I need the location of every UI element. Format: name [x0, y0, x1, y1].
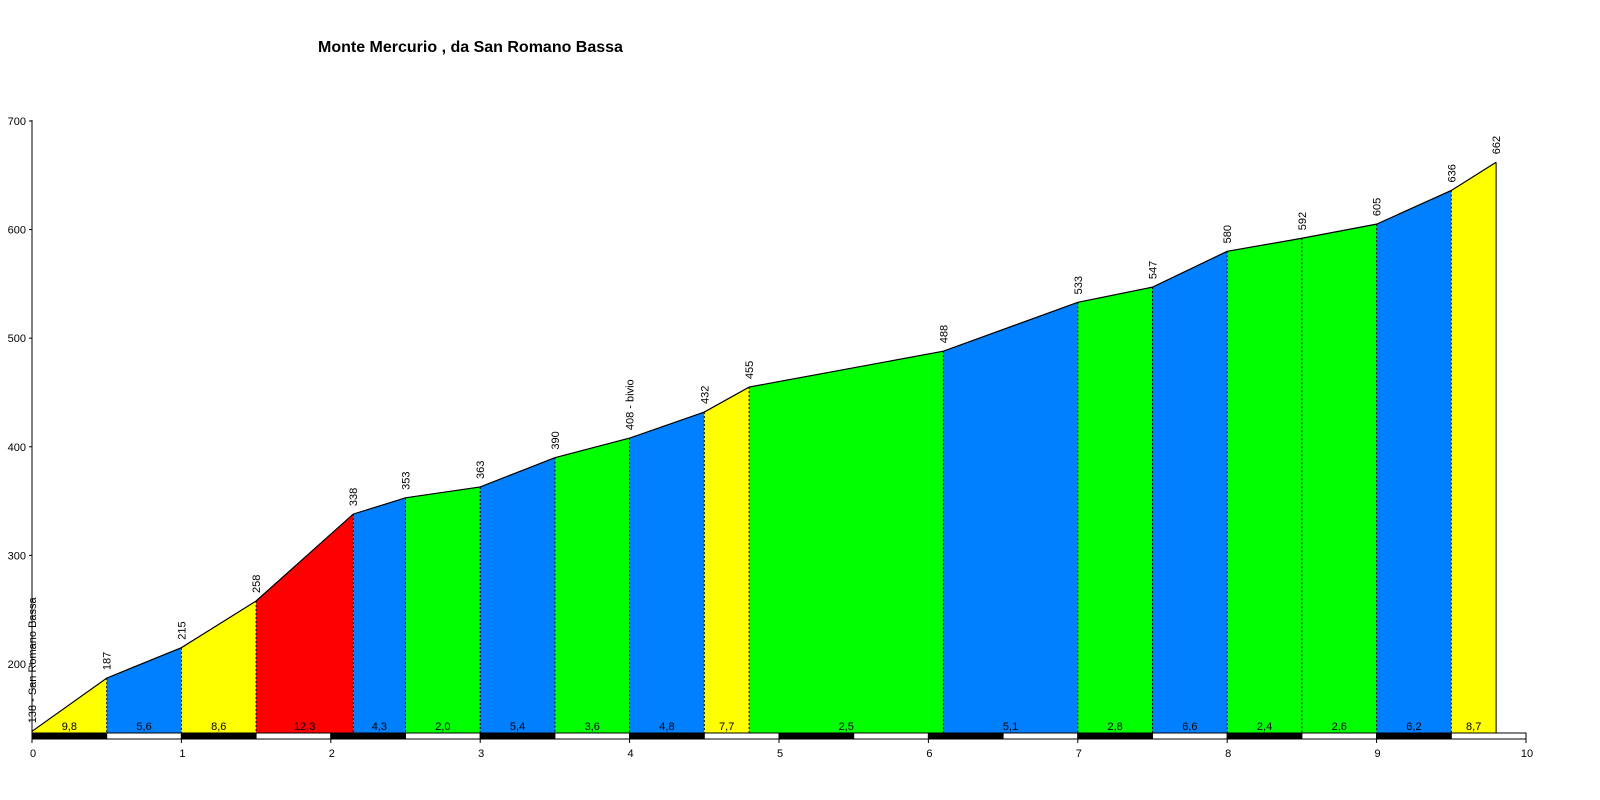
elevation-label: 187 — [102, 652, 114, 670]
km-scale-block — [405, 732, 481, 740]
elevation-label: 432 — [699, 386, 711, 404]
profile-line — [31, 161, 1497, 732]
profile-segment — [181, 600, 257, 738]
gradient-label: 5,4 — [510, 721, 525, 733]
x-tick-label: 5 — [777, 748, 783, 760]
gradient-label: 8,7 — [1466, 721, 1481, 733]
x-tick-label: 6 — [926, 748, 932, 760]
x-tick-label: 4 — [628, 748, 634, 760]
gradient-label: 2,4 — [1257, 721, 1272, 733]
gradient-label: 2,0 — [435, 721, 450, 733]
x-tick-label: 1 — [179, 748, 185, 760]
gradient-label: 9,8 — [62, 721, 77, 733]
x-tick-label: 2 — [329, 748, 335, 760]
km-scale-block — [1152, 732, 1228, 740]
gradient-label: 2,8 — [1108, 721, 1123, 733]
gradient-label: 3,6 — [585, 721, 600, 733]
elevation-label: 338 — [348, 488, 360, 506]
profile-segment — [629, 412, 705, 738]
gradient-label: 4,8 — [659, 721, 674, 733]
elevation-label: 390 — [550, 431, 562, 449]
profile-segment — [1227, 238, 1302, 738]
elevation-label: 605 — [1372, 198, 1384, 216]
y-tick-label: 700 — [8, 116, 26, 128]
profile-segment — [554, 438, 630, 738]
km-scale-block — [1002, 732, 1079, 740]
gradient-label: 6,6 — [1182, 721, 1197, 733]
y-tick-label: 200 — [8, 659, 26, 671]
y-tick-label: 400 — [8, 442, 26, 454]
gradient-label: 5,1 — [1003, 721, 1018, 733]
profile-segment — [943, 302, 1078, 738]
km-scale-block — [1376, 732, 1452, 740]
profile-segment — [106, 647, 182, 738]
profile-segment — [353, 497, 406, 738]
x-tick-label: 3 — [478, 748, 484, 760]
elevation-label: 408 - bivio — [625, 379, 637, 430]
chart-title: Monte Mercurio , da San Romano Bassa — [318, 39, 623, 56]
elevation-label: 258 — [251, 575, 263, 593]
km-scale-block — [106, 732, 182, 740]
km-scale-block — [180, 732, 257, 740]
gradient-label: 12,3 — [294, 721, 315, 733]
gradient-label: 6,2 — [1406, 721, 1421, 733]
km-scale-block — [629, 732, 705, 740]
y-tick-label: 300 — [8, 550, 26, 562]
profile-segment — [1077, 287, 1153, 738]
x-tick-label: 7 — [1076, 748, 1082, 760]
elevation-label: 662 — [1491, 136, 1503, 154]
gradient-label: 7,7 — [719, 721, 734, 733]
elevation-label: 353 — [401, 471, 413, 489]
x-tick-label: 8 — [1225, 748, 1231, 760]
profile-segment — [1301, 224, 1377, 738]
km-scale-block — [703, 732, 780, 740]
labels-layer: 9,8 5,6 8,6 12,3 4,3 2,0 5,4 3,6 4,8 7,7 2,5 5,1 2,8… — [27, 136, 1503, 733]
y-tick-label: 500 — [8, 333, 26, 345]
profile-area-layer — [31, 161, 1497, 739]
km-scale-block — [1301, 732, 1378, 740]
gradient-label: 5,6 — [136, 721, 151, 733]
x-tick-label: 10 — [1521, 748, 1533, 760]
km-scale-block — [554, 732, 631, 740]
profile-segment — [405, 486, 481, 738]
x-tick-label: 9 — [1375, 748, 1381, 760]
km-scale-block — [778, 732, 855, 740]
km-scale-block — [853, 732, 929, 740]
profile-segment — [704, 387, 750, 738]
elevation-label: 363 — [475, 461, 487, 479]
elevation-label: 592 — [1297, 212, 1309, 230]
gradient-label: 2,6 — [1332, 721, 1347, 733]
km-scale-block — [1077, 732, 1154, 740]
km-scale-block — [31, 732, 108, 740]
profile-segment — [480, 457, 555, 738]
km-scale-block — [1226, 732, 1303, 740]
elevation-label: 636 — [1446, 164, 1458, 182]
elevation-label: 455 — [744, 361, 756, 379]
elevation-label: 488 — [938, 325, 950, 343]
profile-segment — [1376, 190, 1452, 738]
gradient-label: 8,6 — [211, 721, 226, 733]
profile-segment — [32, 678, 107, 738]
gradient-label: 4,3 — [372, 721, 387, 733]
km-scale-block — [1450, 732, 1527, 740]
km-scale-block — [479, 732, 556, 740]
axes: 200 300 400 500 600 700 0 1 2 3 4 5 6 7 8 9 10 — [8, 116, 1533, 760]
profile-segment — [1451, 162, 1497, 739]
y-tick-label: 600 — [8, 225, 26, 237]
km-scale-block — [927, 732, 1004, 740]
profile-segment — [256, 514, 354, 738]
elevation-label: 215 — [176, 621, 188, 639]
x-tick-label: 0 — [30, 748, 36, 760]
elevation-label: 580 — [1222, 225, 1234, 243]
elevation-label: 547 — [1148, 261, 1160, 279]
profile-segment — [749, 351, 944, 738]
gradient-label: 2,5 — [839, 721, 854, 733]
profile-segment — [1152, 251, 1228, 739]
elevation-label: 533 — [1073, 276, 1085, 294]
km-scale-block — [330, 732, 406, 740]
elevation-label: 138 - San Romano Bassa — [27, 596, 39, 723]
km-scale-block — [255, 732, 332, 740]
